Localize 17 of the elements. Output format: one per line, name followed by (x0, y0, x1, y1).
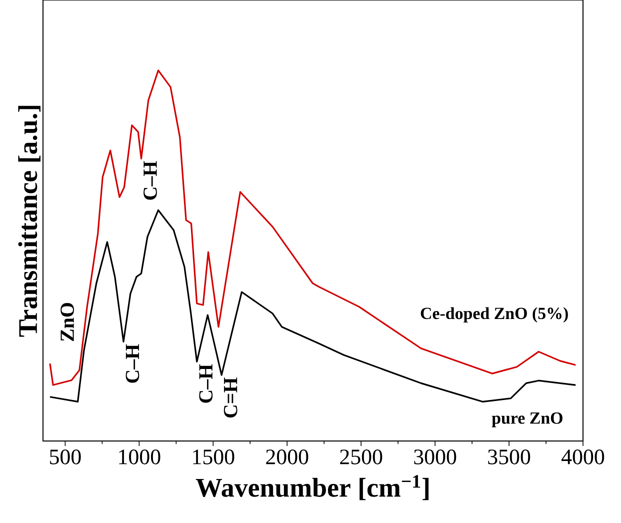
series-label: pure ZnO (492, 412, 562, 428)
x-tick-label: 3500 (488, 450, 530, 464)
x-axis-title: Wavenumber [cm$^{−1}$] (196, 475, 429, 500)
x-tick-label: 4000 (562, 450, 604, 464)
annotation: C–H (126, 344, 140, 383)
annotation: C=H (224, 378, 238, 418)
annotation: ZnO (60, 303, 74, 341)
series-label: Ce-doped ZnO (5%) (420, 307, 568, 323)
x-tick-label: 500 (50, 450, 81, 464)
x-tick-label: 1000 (119, 450, 160, 464)
x-tick-label: 1500 (193, 450, 234, 464)
x-tick-label: 2500 (340, 450, 382, 464)
x-tick-label: 3000 (414, 450, 456, 464)
annotation: C–H (144, 161, 157, 200)
y-axis-title: Transmittance [a.u.] (18, 106, 40, 337)
x-tick-label: 2000 (266, 450, 308, 464)
annotation: C–H (199, 364, 213, 403)
